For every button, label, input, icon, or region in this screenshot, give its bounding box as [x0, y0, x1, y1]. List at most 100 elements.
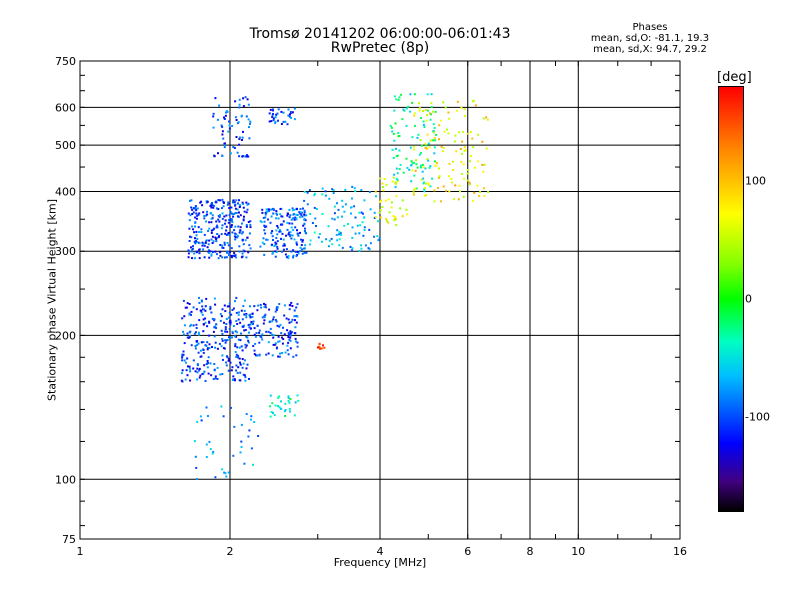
- echo-point: [276, 233, 279, 236]
- echo-point: [447, 111, 450, 114]
- echo-point: [423, 194, 426, 197]
- echo-point: [287, 255, 290, 257]
- echo-point: [217, 215, 220, 217]
- echo-point: [223, 118, 226, 120]
- echo-point: [279, 352, 281, 355]
- echo-point: [216, 233, 219, 235]
- echo-point: [232, 199, 235, 202]
- echo-point: [353, 205, 356, 208]
- echo-point: [245, 316, 248, 319]
- echo-point: [284, 415, 287, 417]
- echo-point: [416, 166, 419, 169]
- echo-point: [264, 232, 267, 235]
- echo-point: [211, 317, 214, 320]
- echo-point: [207, 356, 210, 359]
- echo-point: [252, 320, 255, 323]
- echo-point: [394, 181, 397, 184]
- echo-point: [195, 323, 198, 326]
- echo-point: [196, 250, 199, 253]
- echo-point: [188, 313, 191, 316]
- echo-point: [392, 176, 395, 179]
- echo-point: [433, 152, 436, 155]
- echo-point: [202, 351, 205, 354]
- echo-point: [462, 130, 464, 133]
- echo-point: [236, 151, 239, 154]
- echo-point: [302, 224, 305, 227]
- echo-point: [234, 236, 237, 239]
- echo-point: [205, 297, 208, 300]
- echo-point: [328, 239, 331, 242]
- echo-point: [205, 406, 208, 409]
- echo-point: [296, 232, 299, 235]
- echo-point: [210, 229, 213, 232]
- echo-point: [219, 373, 222, 376]
- echo-point: [248, 429, 251, 432]
- echo-point: [397, 135, 400, 138]
- echo-point: [206, 341, 209, 344]
- echo-point: [463, 146, 466, 149]
- echo-point: [432, 123, 435, 126]
- echo-point: [242, 218, 245, 221]
- echo-point: [296, 303, 299, 306]
- echo-point: [234, 330, 237, 333]
- echo-point: [245, 335, 248, 338]
- echo-point: [205, 239, 208, 242]
- echo-point: [187, 249, 190, 252]
- echo-point: [213, 155, 216, 158]
- echo-point: [272, 316, 275, 319]
- echo-point: [433, 200, 436, 203]
- echo-point: [453, 198, 456, 201]
- echo-point: [244, 379, 247, 382]
- echo-point: [378, 237, 381, 240]
- echo-point: [219, 244, 222, 246]
- echo-point: [208, 239, 211, 242]
- echo-point: [263, 253, 266, 256]
- echo-point: [288, 401, 291, 404]
- echo-point: [409, 93, 412, 96]
- echo-point: [270, 411, 273, 413]
- echo-point: [413, 114, 416, 117]
- echo-point: [399, 207, 402, 210]
- echo-point: [267, 210, 270, 213]
- echo-point: [213, 227, 216, 230]
- x-tick-label: 2: [227, 545, 234, 558]
- echo-point: [259, 245, 262, 248]
- echo-point: [277, 226, 280, 229]
- echo-point: [363, 226, 366, 229]
- echo-point: [343, 210, 346, 213]
- echo-point: [188, 240, 191, 242]
- echo-point: [298, 211, 301, 214]
- echo-point: [261, 241, 264, 244]
- echo-point: [225, 229, 228, 232]
- echo-point: [202, 318, 205, 321]
- echo-point: [245, 367, 248, 370]
- echo-point: [189, 235, 191, 238]
- echo-point: [394, 218, 397, 221]
- echo-point: [242, 325, 245, 328]
- echo-point: [234, 379, 236, 382]
- echo-point: [245, 413, 248, 415]
- echo-point: [189, 325, 192, 328]
- echo-point: [433, 137, 436, 140]
- echo-point: [289, 214, 292, 217]
- echo-point: [219, 199, 222, 202]
- echo-point: [214, 377, 217, 380]
- echo-point: [290, 320, 293, 323]
- echo-point: [276, 306, 279, 308]
- echo-point: [187, 365, 189, 368]
- echo-point: [306, 203, 309, 206]
- echo-point: [458, 131, 461, 134]
- echo-point: [229, 210, 232, 213]
- echo-point: [225, 475, 228, 478]
- echo-point: [231, 218, 233, 221]
- echo-point: [240, 256, 243, 259]
- echo-point: [281, 336, 283, 339]
- echo-point: [466, 132, 469, 135]
- echo-point: [287, 336, 290, 338]
- echo-point: [198, 231, 201, 233]
- echo-point: [271, 116, 274, 118]
- echo-point: [231, 231, 234, 234]
- echo-point: [360, 189, 363, 191]
- echo-point: [295, 255, 298, 258]
- echo-point: [288, 222, 291, 225]
